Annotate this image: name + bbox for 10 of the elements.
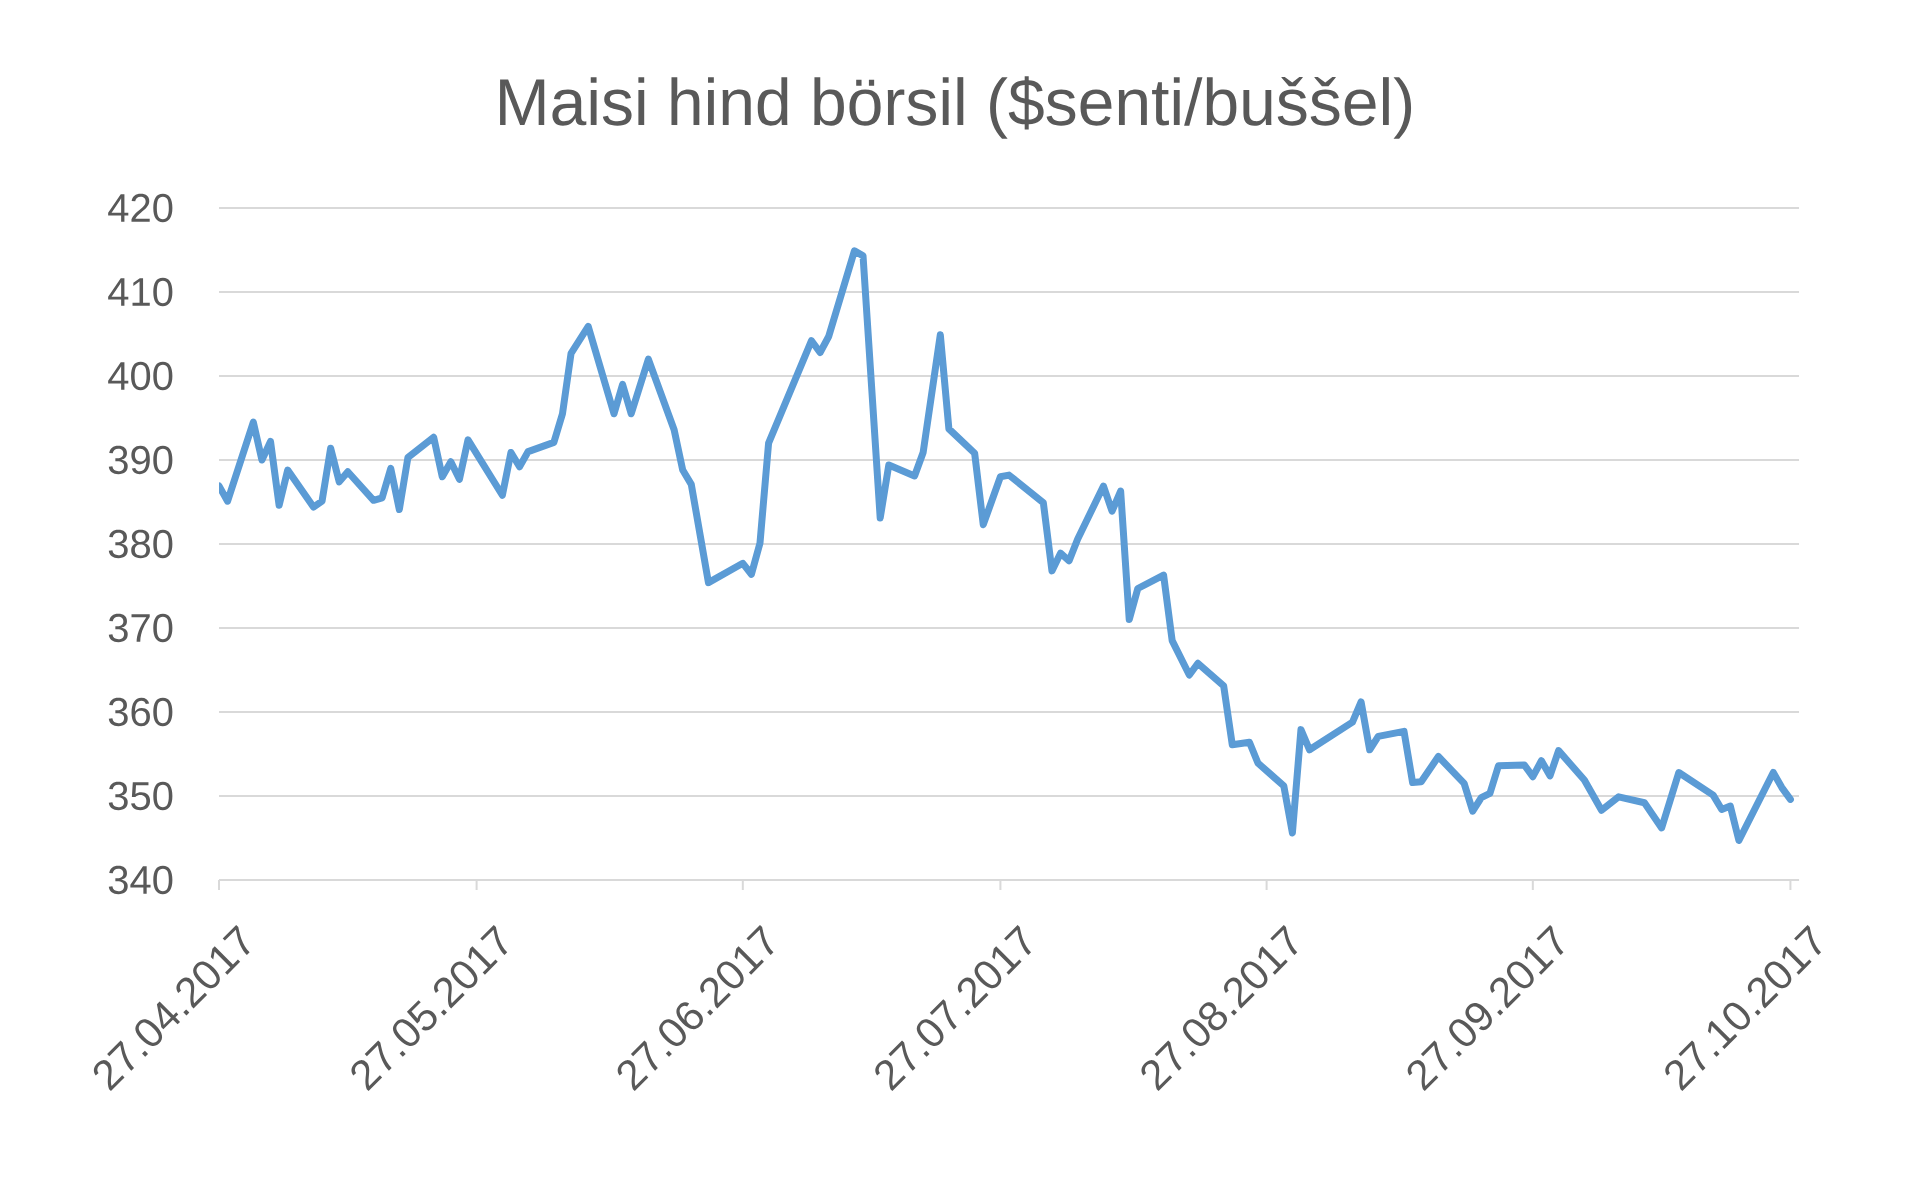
y-tick-label: 410 — [108, 277, 173, 307]
y-tick-label: 400 — [108, 361, 173, 391]
y-tick-label: 380 — [108, 529, 173, 559]
y-tick-label: 420 — [108, 193, 173, 223]
y-tick-label: 370 — [108, 613, 173, 643]
y-tick-label: 350 — [108, 781, 173, 811]
chart-title: Maisi hind börsil ($senti/buššel) — [500, 76, 1412, 139]
y-tick-label: 390 — [108, 445, 173, 475]
y-tick-label: 360 — [108, 697, 173, 727]
y-tick-label: 340 — [108, 865, 173, 895]
